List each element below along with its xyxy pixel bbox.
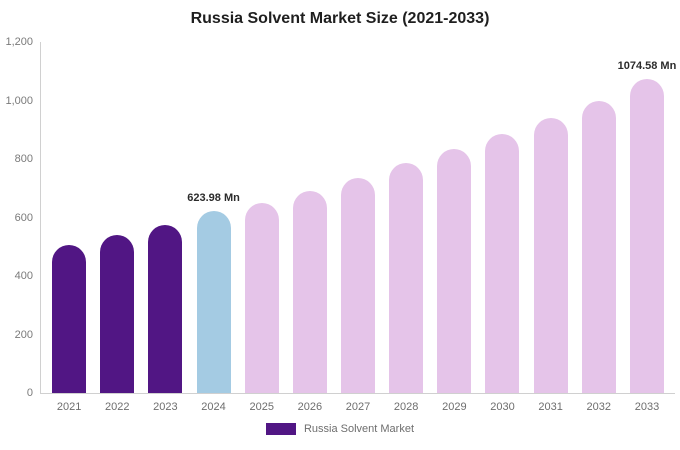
x-axis-label-2033: 2033: [634, 401, 660, 413]
bar-slot-2028: 2028: [382, 42, 430, 413]
bar-2024: [196, 210, 231, 393]
x-axis-label-2021: 2021: [56, 401, 82, 413]
legend-label: Russia Solvent Market: [303, 423, 415, 435]
y-axis-label-200: 200: [14, 328, 33, 341]
x-axis-label-2025: 2025: [249, 401, 274, 413]
chart-title: Russia Solvent Market Size (2021-2033): [190, 10, 490, 27]
bar-2028: [389, 163, 424, 393]
x-axis-label-2023: 2023: [153, 401, 178, 413]
bar-2027: [341, 178, 376, 393]
x-axis-label-2026: 2026: [297, 401, 323, 413]
bar-slot-2031: 2031: [527, 42, 575, 413]
y-axis: 0 200 400 600 800 1,000 1,200: [0, 36, 36, 399]
bar-2023: [148, 224, 183, 393]
y-axis-label-0: 0: [26, 387, 33, 399]
plot-area: 2021 2022 2023 2024 623.98 Mn 2025 2026 2027 202…: [40, 42, 677, 414]
bar-2033: [629, 78, 664, 393]
bar-slot-2029: 2029: [430, 42, 478, 413]
bar-slot-2033: 2033 1074.58 Mn: [618, 42, 677, 413]
legend[interactable]: Russia Solvent Market: [0, 423, 680, 435]
bar-slot-2032: 2032: [575, 42, 623, 413]
bar-2025: [244, 202, 279, 393]
bar-slot-2027: 2027: [334, 42, 382, 413]
bar-2029: [437, 148, 472, 393]
x-axis-label-2031: 2031: [538, 401, 563, 413]
bar-slot-2021: 2021: [45, 42, 93, 413]
bar-2030: [485, 134, 520, 393]
data-label-2024: 623.98 Mn: [187, 191, 240, 204]
bar-slot-2025: 2025: [238, 42, 286, 413]
y-axis-label-600: 600: [14, 211, 33, 224]
y-axis-label-1,200: 1,200: [5, 36, 33, 48]
bar-2022: [100, 235, 135, 393]
bar-2021: [52, 245, 87, 393]
x-axis-label-2028: 2028: [393, 401, 419, 413]
y-axis-label-800: 800: [14, 153, 33, 165]
legend-swatch-icon: [265, 423, 296, 435]
bar-slot-2022: 2022: [93, 42, 141, 413]
bar-slot-2023: 2023: [141, 42, 189, 413]
x-axis-label-2022: 2022: [104, 401, 130, 413]
bars-group: 2021 2022 2023 2024 623.98 Mn 2025 2026 2027 202…: [41, 42, 677, 414]
data-label-2033: 1074.58 Mn: [617, 59, 677, 72]
bar-slot-2030: 2030: [478, 42, 526, 413]
x-axis-label-2024: 2024: [201, 401, 226, 413]
bar-slot-2024: 2024 623.98 Mn: [187, 42, 240, 414]
y-axis-label-1,000: 1,000: [5, 94, 33, 107]
bar-2032: [581, 100, 616, 393]
bar-2031: [533, 118, 568, 393]
x-axis-label-2029: 2029: [442, 401, 467, 413]
bar-slot-2026: 2026: [286, 42, 334, 413]
bar-2026: [292, 191, 327, 393]
x-axis-label-2027: 2027: [345, 401, 371, 413]
x-axis-label-2030: 2030: [490, 401, 515, 413]
x-axis-label-2032: 2032: [586, 401, 612, 413]
y-axis-label-400: 400: [14, 270, 33, 282]
